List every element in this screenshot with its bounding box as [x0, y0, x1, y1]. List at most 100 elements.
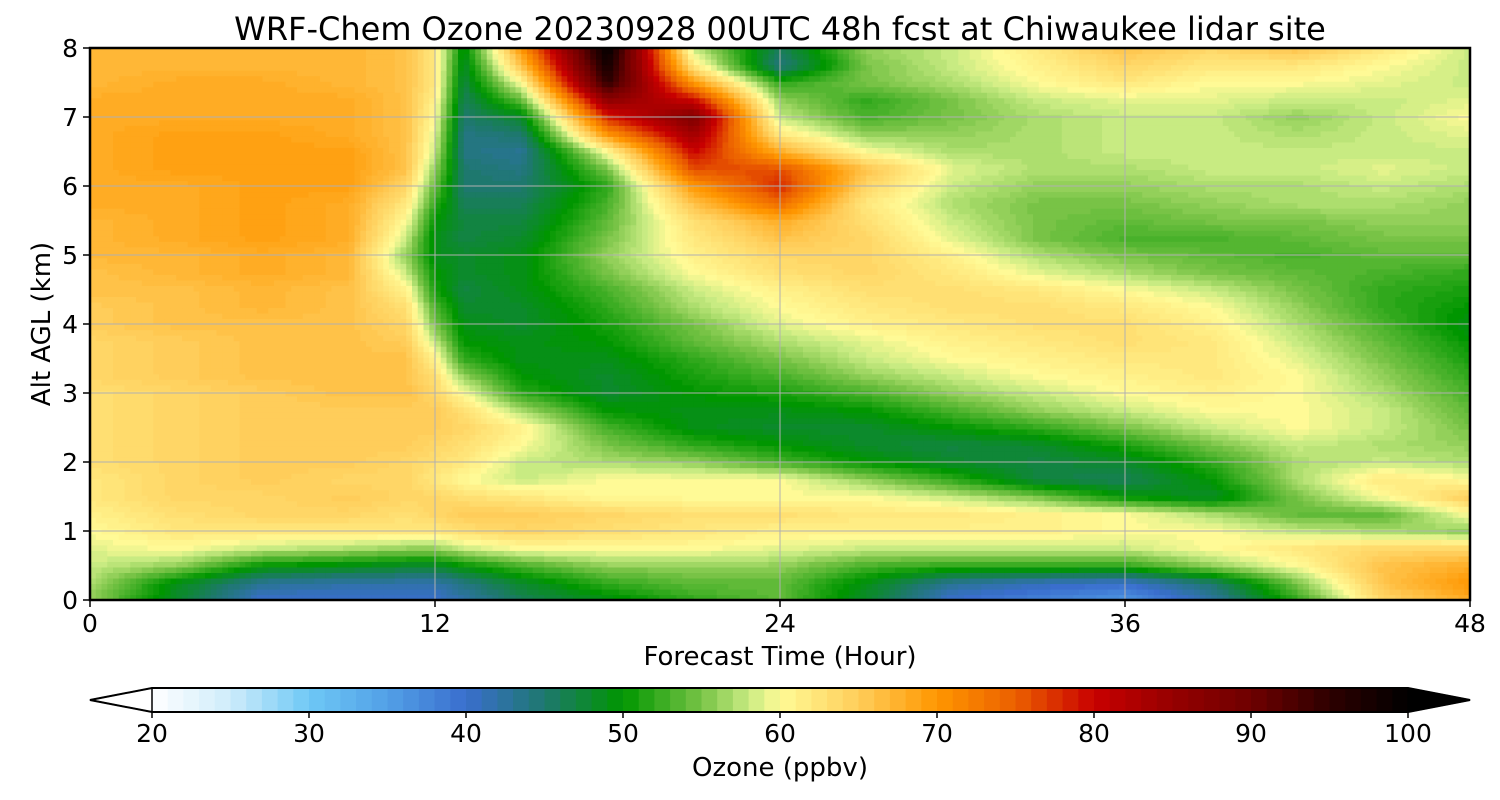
- ozone-cell: [435, 544, 442, 551]
- ozone-cell: [1389, 539, 1396, 546]
- ozone-cell: [1165, 506, 1172, 513]
- ozone-cell: [734, 506, 741, 513]
- ozone-cell: [1291, 550, 1299, 557]
- ozone-cell: [245, 506, 252, 513]
- ozone-cell: [498, 539, 505, 546]
- ozone-cell: [1320, 544, 1327, 551]
- ozone-cell: [619, 566, 626, 573]
- ozone-cell: [757, 577, 764, 585]
- ozone-cell: [1148, 594, 1155, 601]
- ozone-cell: [1222, 522, 1230, 529]
- ozone-cell: [946, 506, 954, 513]
- ozone-cell: [159, 517, 166, 524]
- ozone-cell: [1280, 577, 1287, 585]
- ozone-cell: [883, 533, 890, 540]
- ozone-cell: [95, 495, 103, 502]
- ozone-cell: [279, 522, 287, 529]
- ozone-cell: [831, 577, 839, 585]
- ozone-cell: [711, 577, 718, 585]
- ozone-cell: [95, 555, 103, 562]
- ozone-cell: [538, 555, 545, 562]
- ozone-cell: [1447, 539, 1454, 546]
- ozone-cell: [159, 566, 166, 573]
- ozone-cell: [423, 539, 430, 546]
- ozone-cell: [481, 588, 488, 596]
- ozone-cell: [682, 506, 689, 513]
- ozone-cell: [682, 517, 689, 524]
- ozone-cell: [1217, 566, 1224, 573]
- ozone-cell: [389, 588, 396, 596]
- ozone-cell: [377, 588, 384, 596]
- ozone-cell: [860, 522, 867, 529]
- ozone-cell: [429, 550, 436, 557]
- ozone-cell: [1245, 489, 1253, 496]
- ozone-cell: [659, 572, 666, 579]
- ozone-cell: [1291, 517, 1299, 524]
- ozone-cell: [872, 495, 879, 502]
- ozone-cell: [1010, 489, 1017, 496]
- ozone-cell: [136, 495, 143, 502]
- ozone-cell: [1452, 500, 1460, 507]
- ozone-cell: [826, 577, 833, 585]
- ozone-cell: [1136, 572, 1143, 579]
- ozone-cell: [849, 561, 856, 568]
- ozone-cell: [1038, 522, 1046, 529]
- ozone-cell: [251, 539, 258, 546]
- ozone-cell: [1349, 544, 1356, 551]
- ozone-cell: [693, 583, 701, 590]
- ozone-cell: [785, 561, 793, 568]
- ozone-cell: [233, 539, 241, 546]
- ozone-cell: [1435, 550, 1442, 557]
- ozone-cell: [527, 550, 534, 557]
- ozone-cell: [791, 506, 798, 513]
- ozone-cell: [337, 489, 344, 496]
- ozone-cell: [642, 500, 649, 507]
- ozone-cell: [745, 495, 752, 502]
- ozone-cell: [210, 500, 218, 507]
- ozone-cell: [360, 517, 367, 524]
- ozone-cell: [1015, 555, 1023, 562]
- ozone-cell: [906, 522, 913, 529]
- ozone-cell: [987, 566, 994, 573]
- ozone-cell: [1056, 555, 1063, 562]
- ozone-cell: [561, 555, 568, 562]
- ozone-cell: [774, 594, 781, 601]
- ozone-cell: [1056, 517, 1063, 524]
- ozone-cell: [498, 561, 505, 568]
- ozone-cell: [1406, 588, 1414, 596]
- ozone-cell: [935, 572, 942, 579]
- ozone-cell: [785, 539, 793, 546]
- ozone-cell: [820, 566, 827, 573]
- ozone-cell: [895, 561, 902, 568]
- ozone-cell: [883, 539, 890, 546]
- ozone-cell: [889, 594, 896, 601]
- ozone-cell: [320, 484, 327, 491]
- ozone-cell: [613, 533, 620, 540]
- ozone-cell: [1452, 572, 1460, 579]
- ozone-cell: [831, 561, 839, 568]
- ozone-cell: [1067, 522, 1074, 529]
- ozone-cell: [1038, 588, 1046, 596]
- ozone-cell: [1441, 500, 1448, 507]
- ozone-cell: [1297, 583, 1304, 590]
- ozone-cell: [440, 544, 448, 551]
- ozone-cell: [808, 539, 816, 546]
- ozone-cell: [826, 555, 833, 562]
- ozone-cell: [573, 533, 580, 540]
- ozone-cell: [1038, 583, 1046, 590]
- ozone-cell: [636, 517, 643, 524]
- ozone-cell: [1073, 495, 1080, 502]
- ozone-cell: [900, 489, 908, 496]
- ozone-cell: [233, 555, 241, 562]
- ozone-cell: [808, 500, 816, 507]
- ozone-cell: [1102, 550, 1109, 557]
- ozone-cell: [435, 506, 442, 513]
- ozone-cell: [757, 550, 764, 557]
- ozone-cell: [170, 533, 177, 540]
- ozone-cell: [216, 500, 223, 507]
- ozone-cell: [124, 489, 131, 496]
- ozone-cell: [245, 544, 252, 551]
- ozone-cell: [1274, 555, 1281, 562]
- ozone-cell: [417, 495, 425, 502]
- ozone-cell: [1010, 517, 1017, 524]
